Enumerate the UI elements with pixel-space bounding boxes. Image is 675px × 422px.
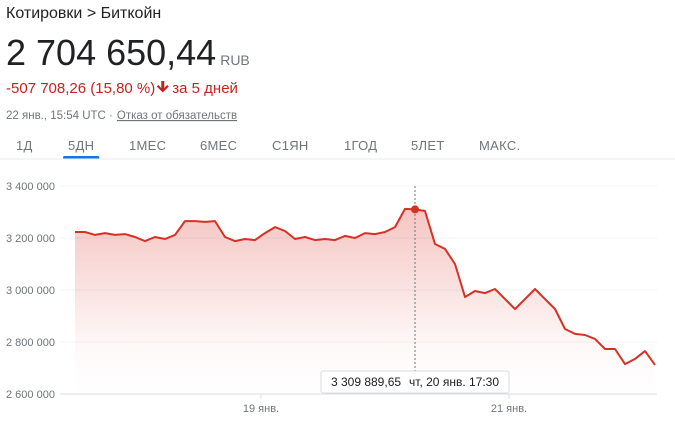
y-tick-label: 3 400 000 — [6, 181, 55, 193]
tooltip-time: чт, 20 янв. 17:30 — [409, 375, 499, 389]
hover-dot — [411, 205, 419, 214]
currency: RUB — [220, 52, 250, 68]
tooltip — [320, 370, 510, 394]
y-tick-label: 2 600 000 — [6, 389, 55, 401]
x-tick-label: 19 янв. — [243, 403, 279, 415]
tabs: 1Д 5ДН 1МЕС 6МЕС С1ЯН 1ГОД 5ЛЕТ МАКС. — [0, 138, 675, 160]
period: за 5 дней — [172, 80, 238, 97]
tooltip-value: 3 309 889,65 — [331, 375, 401, 389]
tab-indicator — [63, 156, 100, 159]
y-tick-label: 2 800 000 — [6, 337, 55, 349]
down-arrow — [156, 81, 169, 93]
tab[interactable]: 6МЕС — [200, 138, 237, 153]
breadcrumb[interactable]: Котировки > Биткойн — [6, 5, 161, 22]
timestamp: 22 янв., 15:54 UTC · — [6, 110, 113, 122]
tab[interactable]: 1МЕС — [129, 138, 166, 153]
tab[interactable]: МАКС. — [479, 138, 520, 153]
tab[interactable]: 1ГОД — [344, 138, 377, 153]
change: -507 708,26 (15,80 %) — [6, 80, 155, 97]
price-line — [75, 207, 656, 366]
x-tick-label: 21 янв. — [491, 403, 527, 415]
tab[interactable]: 5ДН — [68, 138, 94, 153]
disclaimer-link[interactable]: Отказ от обязательств — [117, 110, 237, 122]
tab[interactable]: 5ЛЕТ — [411, 138, 445, 153]
y-tick-label: 3 200 000 — [6, 233, 55, 245]
chart: 2 600 000 2 800 000 3 000 000 3 200 000 3 40… — [6, 181, 657, 415]
tab[interactable]: 1Д — [16, 138, 33, 153]
price: 2 704 650,44 — [6, 32, 216, 73]
area — [75, 208, 655, 394]
y-tick-label: 3 000 000 — [6, 285, 55, 297]
tab[interactable]: С1ЯН — [272, 138, 309, 153]
